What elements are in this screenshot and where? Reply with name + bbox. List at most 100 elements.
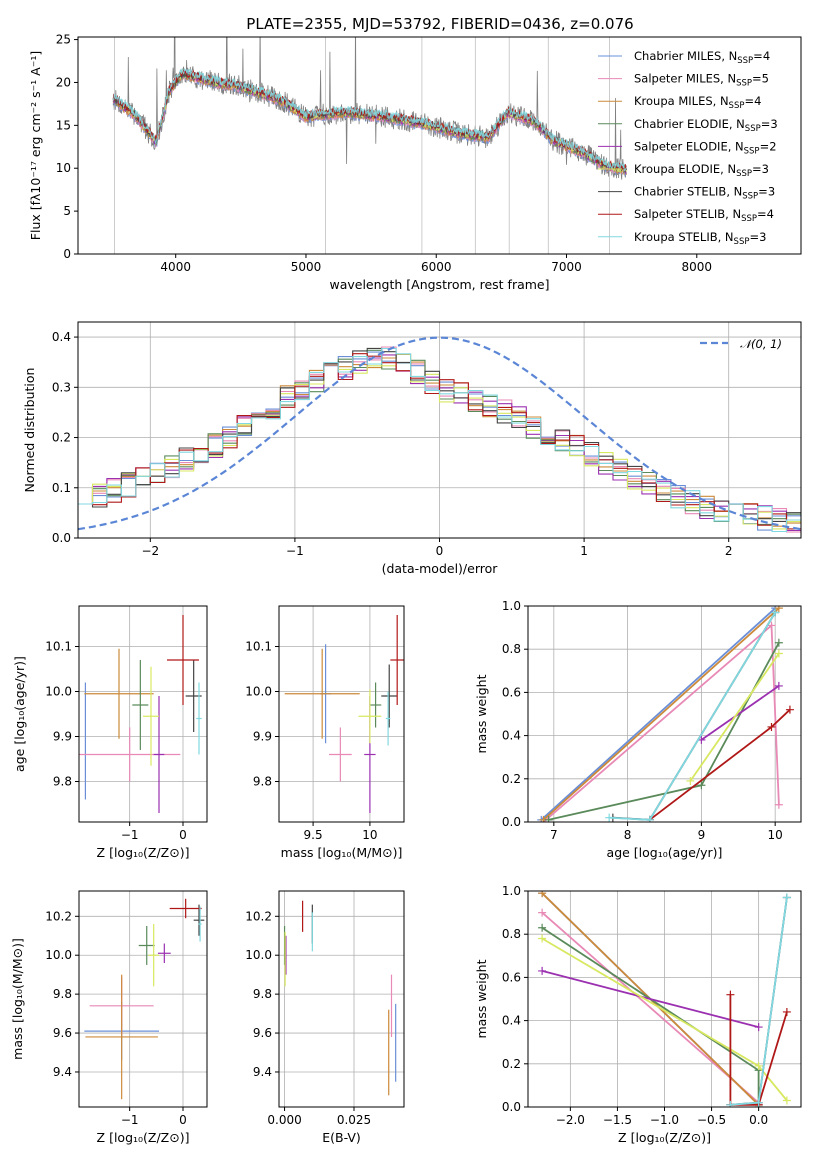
- legend-sub: SSP: [742, 192, 758, 202]
- legend-name: Salpeter MILES, N: [634, 72, 736, 86]
- x-tick-label-1: 0: [179, 828, 187, 842]
- x-tick-label-2: 6000: [421, 260, 452, 274]
- plot-area: [279, 891, 404, 1107]
- weight-marker-8-2: [771, 608, 780, 617]
- y-tick-label-3: 10.0: [245, 948, 272, 962]
- x-tick-label-1: 0.025: [337, 1113, 371, 1127]
- weight-marker-5-1: [754, 1061, 763, 1070]
- legend-entry-gaussian: 𝒩(0, 1): [740, 337, 782, 351]
- mass-vs-metallicity-panel: −1 0 9.4 9.6 9.8 10.0 10.2 Z [log₁₀(Z/Z⊙)] mass …: [10, 890, 208, 1145]
- legend-sub: SSP: [741, 214, 757, 224]
- legend-entry-6: Chabrier STELIB, NSSP=3: [634, 185, 775, 202]
- legend-nssp: 5: [762, 72, 769, 86]
- legend-entry-7: Salpeter STELIB, NSSP=4: [634, 207, 774, 224]
- plot-area: [79, 606, 207, 822]
- y-tick-label-0: 9.8: [253, 775, 272, 789]
- legend-nssp: 3: [770, 117, 777, 131]
- weight-marker-7-3: [782, 1007, 791, 1016]
- legend-sub: SSP: [745, 124, 761, 134]
- weight-series-3: [548, 642, 780, 821]
- y-tick-label-2: 10.0: [45, 685, 72, 699]
- y-tick-label-2: 0.4: [502, 729, 521, 743]
- weight-marker-7-1: [767, 722, 776, 731]
- weight-series-1: [542, 623, 780, 822]
- legend-entry-2: Kroupa MILES, NSSP=4: [634, 94, 761, 111]
- weight-series-5: [689, 652, 780, 782]
- legend-eq: =: [757, 207, 767, 221]
- y-tick-label-2: 0.2: [52, 431, 71, 445]
- plot-area: [528, 606, 801, 822]
- axes-frame: [527, 605, 802, 823]
- y-tick-label-0: 0.0: [502, 1100, 521, 1114]
- y-tick-label-3: 10.1: [245, 640, 272, 654]
- weight-marker-7-2: [785, 705, 794, 714]
- legend-eq: =: [761, 117, 771, 131]
- weight-marker-5-2: [782, 1096, 791, 1105]
- x-tick-label-0: −2.0: [556, 1113, 585, 1127]
- weight-marker-3-0: [544, 815, 553, 822]
- y-tick-label-4: 20: [56, 75, 71, 89]
- y-tick-label-0: 9.4: [253, 1065, 272, 1079]
- y-tick-label-3: 0.3: [52, 380, 71, 394]
- x-tick-label-4: 0.0: [749, 1113, 768, 1127]
- weight-marker-4-1: [774, 681, 783, 690]
- weight-series-2: [542, 607, 780, 821]
- y-tick-label-4: 0.8: [502, 642, 521, 656]
- x-axis-label: age [log₁₀(age/yr)]: [607, 845, 723, 860]
- y-tick-label-3: 0.6: [502, 685, 521, 699]
- x-tick-label-1: −1.5: [603, 1113, 632, 1127]
- x-tick-label-0: −1: [121, 1113, 139, 1127]
- weight-marker-2-1: [774, 606, 783, 613]
- x-tick-label-0: −1: [121, 828, 139, 842]
- legend-sub: SSP: [737, 56, 753, 66]
- y-axis-label: mass weight: [474, 674, 489, 753]
- x-tick-label-3: 7000: [551, 260, 582, 274]
- legend-name: Kroupa STELIB, N: [634, 230, 734, 244]
- legend-entry-0: Chabrier MILES, NSSP=4: [634, 49, 770, 66]
- weight-vs-age-panel: 7 8 9 10 0.0 0.2 0.4 0.6 0.8 1.0 age [log₁₀(age/yr…: [474, 599, 802, 860]
- axes-frame: [278, 890, 405, 1108]
- weight-series-4: [541, 970, 759, 1028]
- legend-sub: SSP: [736, 169, 752, 179]
- weight-marker-2-0: [538, 891, 547, 898]
- legend-entry-5: Kroupa ELODIE, NSSP=3: [634, 162, 769, 179]
- weight-marker-5-0: [538, 934, 547, 943]
- y-tick-label-5: 1.0: [502, 599, 521, 613]
- y-tick-label-4: 10.2: [245, 909, 272, 923]
- weight-series-7: [729, 994, 788, 1106]
- figure-title: PLATE=2355, MJD=53792, FIBERID=0436, z=0…: [246, 15, 633, 33]
- age-vs-metallicity-panel: −1 0 9.8 9.9 10.0 10.1 Z [log₁₀(Z/Z⊙)] age [log…: [12, 605, 208, 860]
- residual-histogram-panel: −2 −1 0 1 2 0.0 0.1 0.2 0.3 0.4 (data-model)/error…: [22, 321, 802, 576]
- y-tick-label-3: 0.6: [502, 970, 521, 984]
- weight-marker-5-0: [686, 776, 695, 785]
- x-axis-label: Z [log₁₀(Z/Z⊙)]: [618, 1130, 711, 1145]
- legend-eq: =: [758, 185, 768, 199]
- legend-sub: SSP: [734, 237, 750, 247]
- x-tick-label-0: 4000: [160, 260, 191, 274]
- histogram-series-8: [78, 347, 801, 533]
- x-axis-label: (data-model)/error: [382, 561, 499, 576]
- weight-marker-8-2: [782, 893, 791, 902]
- x-tick-label-2: 0: [436, 544, 444, 558]
- plot-area: [78, 322, 801, 538]
- weight-marker-3-1: [697, 781, 706, 790]
- x-axis-label: E(B-V): [322, 1130, 361, 1145]
- legend-eq: =: [753, 49, 763, 63]
- plot-area: [79, 891, 207, 1107]
- legend-nssp: 2: [769, 139, 776, 153]
- axes-frame: [78, 890, 208, 1108]
- legend-name: Chabrier ELODIE, N: [634, 117, 745, 131]
- legend-entry-8: Kroupa STELIB, NSSP=3: [634, 230, 766, 247]
- age-vs-mass-panel: 9.5 10 9.8 9.9 10.0 10.1 mass [log₁₀(M/M⊙)]: [245, 605, 405, 860]
- legend-nssp: 4: [763, 49, 770, 63]
- y-tick-label-1: 0.1: [52, 481, 71, 495]
- x-tick-label-4: 8000: [682, 260, 713, 274]
- legend-eq: =: [752, 162, 762, 176]
- legend-name: Chabrier MILES, N: [634, 49, 737, 63]
- y-tick-label-3: 15: [56, 118, 71, 132]
- x-tick-label-1: 0: [179, 1113, 187, 1127]
- y-tick-label-2: 9.8: [253, 987, 272, 1001]
- model-spectrum-0: [112, 73, 627, 177]
